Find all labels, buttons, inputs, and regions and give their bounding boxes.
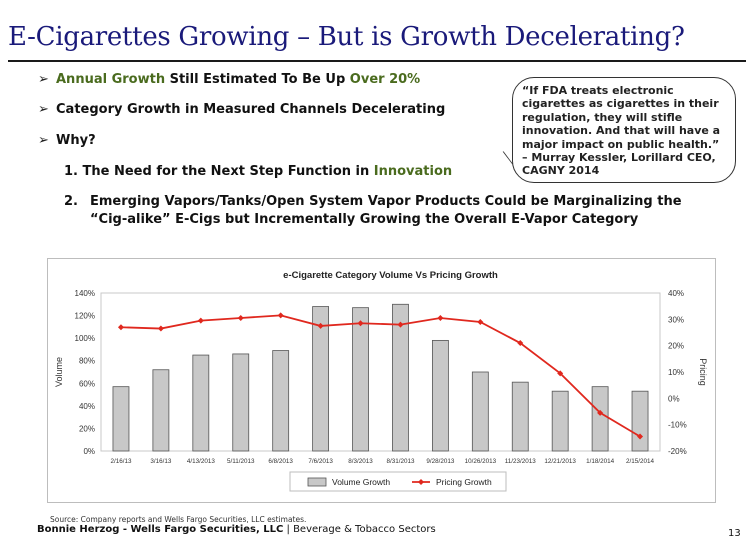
bullet-text: Still Estimated To Be Up	[165, 72, 350, 87]
numbered-item-1: 1. The Need for the Next Step Function i…	[64, 163, 452, 181]
x-tick-label: 2/16/13	[110, 458, 132, 465]
y-tick-label: 40%	[79, 402, 95, 411]
item-number: 2.	[64, 194, 78, 209]
pricing-point	[317, 322, 324, 329]
y-tick-label: 120%	[75, 312, 95, 321]
y2-axis-label: Pricing	[698, 358, 708, 386]
volume-bar	[312, 306, 330, 452]
y2-tick-label: 10%	[668, 368, 684, 377]
y-tick-label: 140%	[75, 289, 95, 298]
bullet-highlight: Annual Growth	[56, 72, 166, 87]
volume-bar	[511, 381, 529, 452]
pricing-point	[637, 433, 644, 440]
footer-source: Source: Company reports and Wells Fargo …	[50, 515, 307, 524]
pricing-point	[477, 318, 484, 325]
volume-bar	[272, 350, 290, 452]
pricing-point	[237, 315, 244, 322]
x-tick-label: 12/21/2013	[544, 458, 576, 465]
x-tick-label: 7/6/2013	[308, 458, 333, 465]
x-tick-label: 5/11/2013	[227, 458, 255, 465]
x-tick-label: 6/8/2013	[268, 458, 293, 465]
numbered-item-2: 2. Emerging Vapors/Tanks/Open System Vap…	[64, 193, 714, 229]
pricing-point	[517, 340, 524, 347]
pricing-point	[357, 320, 364, 327]
title-divider	[8, 60, 746, 62]
y-axis-label: Volume	[54, 357, 64, 387]
volume-bar	[152, 369, 170, 452]
x-tick-label: 4/13/2013	[187, 458, 216, 465]
x-tick-label: 10/26/2013	[465, 458, 497, 465]
bullet-text: Category Growth in Measured Channels Dec…	[56, 102, 446, 117]
footer-author: Bonnie Herzog - Wells Fargo Securities, …	[37, 524, 284, 535]
bullet-category-growth: ➢ Category Growth in Measured Channels De…	[38, 102, 445, 117]
pricing-point	[437, 315, 444, 322]
y2-tick-label: -20%	[668, 447, 687, 456]
volume-bar	[232, 353, 250, 452]
pricing-point	[277, 312, 284, 319]
x-tick-label: 3/16/13	[150, 458, 172, 465]
y2-tick-label: -10%	[668, 421, 687, 430]
y2-tick-label: 30%	[668, 315, 684, 324]
arrow-bullet-icon: ➢	[38, 72, 49, 87]
y-tick-label: 60%	[79, 379, 95, 388]
volume-bar	[551, 390, 569, 452]
bullet-text: Why?	[56, 133, 96, 148]
page-number: 13	[728, 528, 741, 539]
volume-bar	[112, 386, 130, 452]
y-tick-label: 80%	[79, 357, 95, 366]
footer-sector: | Beverage & Tobacco Sectors	[283, 524, 436, 535]
pricing-point	[597, 409, 604, 416]
chart-title: e-Cigarette Category Volume Vs Pricing G…	[283, 270, 498, 281]
y2-tick-label: 20%	[668, 342, 684, 351]
y2-tick-label: 40%	[668, 289, 684, 298]
pricing-growth-line	[120, 314, 641, 438]
legend-label-volume: Volume Growth	[332, 477, 390, 487]
x-tick-label: 11/23/2013	[505, 458, 537, 465]
arrow-bullet-icon: ➢	[38, 102, 49, 117]
quote-bubble	[512, 77, 736, 183]
bullet-annual-growth: ➢ Annual Growth Still Estimated To Be Up …	[38, 72, 420, 87]
x-tick-label: 8/31/2013	[386, 458, 415, 465]
item-number: 1.	[64, 164, 78, 179]
legend-swatch-volume	[307, 477, 327, 487]
quote-text: “If FDA treats electronic cigarettes as …	[522, 84, 721, 178]
x-tick-label: 1/18/2014	[586, 458, 615, 465]
item-highlight: Innovation	[373, 164, 453, 179]
bullet-why: ➢ Why?	[38, 133, 96, 148]
item-text: The Need for the Next Step Function in	[82, 164, 374, 179]
x-tick-label: 9/28/2013	[426, 458, 455, 465]
volume-bar	[431, 339, 449, 452]
chart-legend	[289, 471, 507, 492]
volume-bar	[352, 307, 369, 452]
pricing-point	[557, 370, 564, 377]
item-text: Emerging Vapors/Tanks/Open System Vapor …	[90, 194, 682, 227]
slide-title: E-Cigarettes Growing – But is Growth Dec…	[8, 22, 685, 52]
pricing-point	[197, 317, 204, 324]
plot-area	[100, 292, 661, 452]
pricing-point	[157, 325, 164, 332]
pricing-point	[117, 324, 124, 331]
pricing-point	[397, 321, 404, 328]
footer-credit: Bonnie Herzog - Wells Fargo Securities, …	[37, 524, 436, 535]
x-tick-label: 2/15/2014	[626, 458, 655, 465]
volume-bar	[192, 354, 210, 452]
x-tick-label: 8/3/2013	[348, 458, 373, 465]
volume-bar	[631, 390, 649, 452]
arrow-bullet-icon: ➢	[38, 133, 49, 148]
volume-bar	[591, 386, 609, 452]
bullet-highlight: Over 20%	[349, 72, 421, 87]
legend-marker-pricing	[418, 479, 424, 485]
y-tick-label: 20%	[79, 424, 95, 433]
legend-label-pricing: Pricing Growth	[436, 477, 492, 487]
volume-bar	[392, 303, 409, 452]
y-tick-label: 0%	[83, 447, 95, 456]
y-tick-label: 100%	[75, 334, 95, 343]
y2-tick-label: 0%	[668, 394, 680, 403]
volume-bar	[471, 371, 489, 452]
